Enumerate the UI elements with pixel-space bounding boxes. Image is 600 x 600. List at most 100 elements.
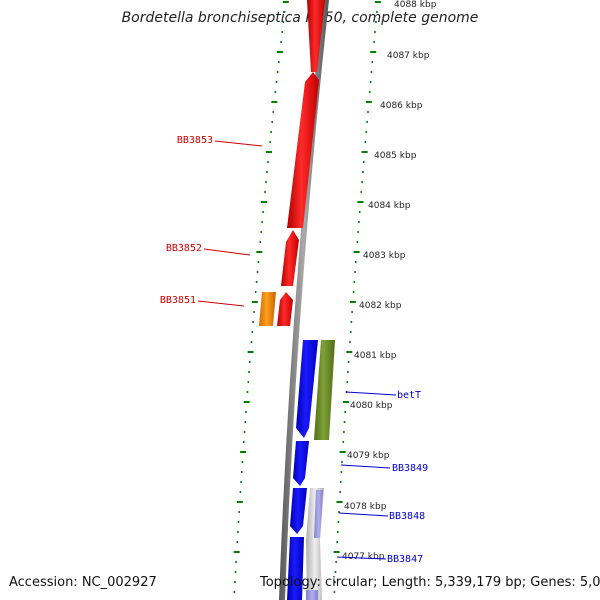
outer-tick-mark xyxy=(356,241,359,243)
outer-tick-mark xyxy=(365,101,372,103)
leader-line-bb3851 xyxy=(197,300,245,307)
outer-tick-mark xyxy=(337,521,340,523)
inner-tick-mark xyxy=(282,1,289,3)
inner-tick-mark xyxy=(240,451,247,453)
inner-tick-mark xyxy=(274,91,277,93)
outer-tick-mark xyxy=(340,481,342,483)
outer-tick-mark xyxy=(363,161,365,163)
inner-tick-mark xyxy=(264,191,266,193)
outer-tick-mark xyxy=(339,491,341,493)
outer-tick-mark xyxy=(371,61,374,63)
inner-tick-mark xyxy=(271,101,278,103)
inner-tick-mark xyxy=(243,431,246,433)
scale-label: 4083 kbp xyxy=(363,251,406,261)
outer-tick-mark xyxy=(336,541,338,543)
leader-line-bb3849 xyxy=(340,464,391,469)
inner-tick-mark xyxy=(283,11,286,13)
outer-tick-mark xyxy=(342,441,345,443)
gene-block-lavender xyxy=(314,490,323,538)
inner-tick-mark xyxy=(233,591,236,593)
inner-tick-mark xyxy=(248,371,250,373)
inner-tick-mark xyxy=(276,71,279,73)
inner-tick-mark xyxy=(282,21,285,23)
outer-tick-mark xyxy=(349,331,352,333)
gene-label-bb3847: BB3847 xyxy=(387,554,423,565)
leader-lines xyxy=(197,140,397,560)
inner-tick-mark xyxy=(247,351,254,353)
outer-tick-mark xyxy=(346,351,353,353)
outer-tick-mark xyxy=(362,171,364,173)
outer-tick-mark xyxy=(333,551,340,553)
inner-tick-mark xyxy=(247,381,250,383)
outer-tick-mark xyxy=(373,41,375,43)
inner-tick-mark xyxy=(257,261,260,263)
gene-label-bb3849: BB3849 xyxy=(392,463,428,474)
scale-label: 4087 kbp xyxy=(387,51,430,61)
outer-tick-mark xyxy=(355,261,357,263)
gene-block-olive xyxy=(314,340,335,440)
outer-tick-mark xyxy=(365,131,368,133)
outer-tick-mark xyxy=(361,181,363,183)
gene-arrow-betT xyxy=(296,340,318,438)
outer-tick-mark xyxy=(352,291,355,293)
outer-tick-mark xyxy=(343,431,345,433)
inner-tick-mark xyxy=(234,571,237,573)
leader-line-bb3852 xyxy=(203,248,251,256)
inner-tick-mark xyxy=(254,291,257,293)
scale-label: 4081 kbp xyxy=(354,351,397,361)
gene-arrow-bb3853b xyxy=(287,72,319,228)
scale-label: 4077 kbp xyxy=(342,552,385,562)
scale-label: 4078 kbp xyxy=(344,502,387,512)
inner-tick-mark xyxy=(251,331,254,333)
inner-tick-mark xyxy=(262,211,264,213)
outer-tick-mark xyxy=(358,221,360,223)
inner-tick-mark xyxy=(253,311,255,313)
gene-arrow-bb3848 xyxy=(290,488,307,534)
inner-tick-mark xyxy=(271,121,273,123)
scale-label: 4082 kbp xyxy=(359,301,402,311)
outer-tick-mark xyxy=(366,121,368,123)
inner-tick-mark xyxy=(244,421,247,423)
inner-tick-mark xyxy=(267,161,269,163)
leader-line-bb3847 xyxy=(336,556,387,560)
inner-tick-mark xyxy=(261,221,263,223)
inner-tick-mark xyxy=(238,511,240,513)
inner-tick-mark xyxy=(259,241,261,243)
outer-tick-mark xyxy=(351,311,353,313)
outer-tick-ring xyxy=(333,1,381,593)
leader-line-bb3848 xyxy=(338,512,389,517)
inner-tick-mark xyxy=(243,401,250,403)
outer-tick-mark xyxy=(341,461,343,463)
outer-tick-mark xyxy=(349,341,351,343)
outer-tick-mark xyxy=(367,111,369,113)
inner-tick-mark xyxy=(266,171,268,173)
outer-tick-mark xyxy=(346,381,348,383)
map-title: Bordetella bronchiseptica RB50, complete… xyxy=(121,10,479,26)
inner-tick-mark xyxy=(246,391,249,393)
outer-tick-mark xyxy=(336,501,343,503)
outer-tick-mark xyxy=(333,591,336,593)
inner-tick-mark xyxy=(235,561,237,563)
inner-tick-mark xyxy=(266,151,272,153)
outer-tick-mark xyxy=(343,421,346,423)
scale-label: 4079 kbp xyxy=(347,451,390,461)
gene-arrow-bb3847 xyxy=(287,537,304,600)
scale-label: 4084 kbp xyxy=(368,201,411,211)
outer-tick-mark xyxy=(353,281,356,283)
gene-block-orange xyxy=(259,292,276,326)
inner-tick-mark xyxy=(255,281,258,283)
genome-backbone xyxy=(279,0,329,600)
outer-tick-mark xyxy=(338,511,340,513)
inner-tick-mark xyxy=(243,441,245,443)
inner-tick-mark xyxy=(250,341,253,343)
inner-tick-mark xyxy=(260,231,262,233)
outer-tick-mark xyxy=(350,321,353,323)
outer-tick-mark xyxy=(370,51,377,53)
leader-line-betT xyxy=(345,391,397,396)
inner-tick-mark xyxy=(240,481,242,483)
outer-tick-mark xyxy=(344,411,346,413)
outer-tick-mark xyxy=(353,251,360,253)
outer-tick-mark xyxy=(349,301,356,303)
inner-tick-mark xyxy=(256,251,263,253)
